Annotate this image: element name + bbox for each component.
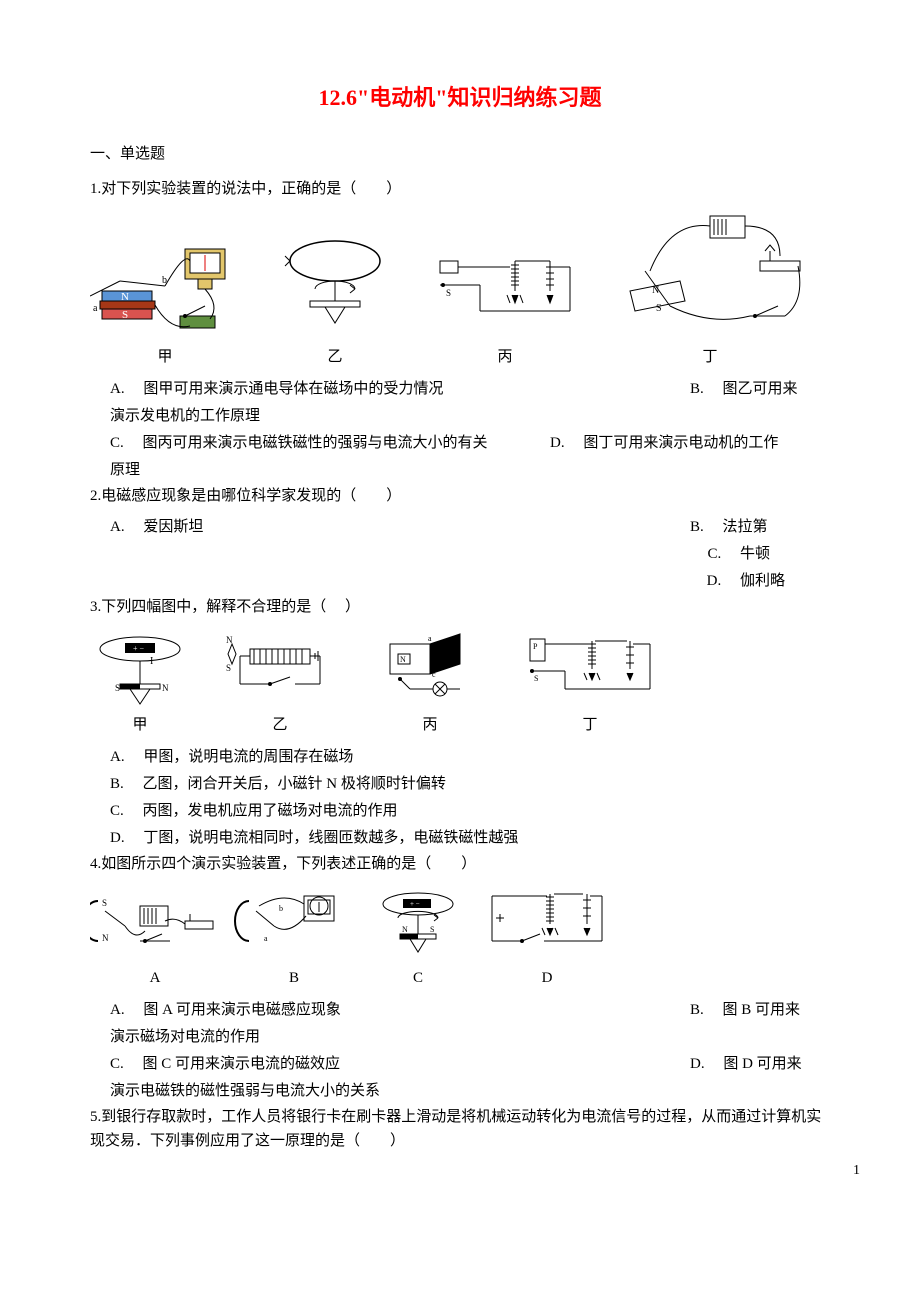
q1-opt-b2: 演示发电机的工作原理 [110,403,830,430]
q3-opt-c: C. 丙图，发电机应用了磁场对电流的作用 [110,798,830,825]
q4-opt-d2: 演示电磁铁的磁性强弱与电流大小的关系 [110,1078,830,1105]
q1-opt-a: A. 图甲可用来演示通电导体在磁场中的受力情况 [110,376,443,403]
q4-stem: 4.如图所示四个演示实验装置，下列表述正确的是（ ） [90,852,830,876]
q3-fig-a: + − I S N 甲 [90,629,190,734]
q4-fig-c-label: C [413,970,423,987]
q1-options: A. 图甲可用来演示通电导体在磁场中的受力情况 B. 图乙可用来 演示发电机的工… [90,376,830,484]
q1-fig-d: N S 丁 [610,211,810,366]
svg-text:S: S [446,288,451,298]
q4-fig-b-label: B [289,970,299,987]
section-heading: 一、单选题 [90,142,830,163]
q3-figures: + − I S N 甲 N S [90,629,830,734]
svg-text:S: S [656,303,662,314]
page-title: 12.6"电动机"知识归纳练习题 [90,80,830,112]
q3-opt-a: A. 甲图，说明电流的周围存在磁场 [110,744,830,771]
q4-opt-b2: 演示磁场对电流的作用 [110,1024,830,1051]
q4-fig-d: D [482,886,612,987]
svg-text:N: N [102,933,109,943]
q4-fig-a: S N A [90,886,220,987]
q4-opt-a: A. 图 A 可用来演示电磁感应现象 [110,997,341,1024]
svg-text:a: a [428,634,432,643]
q2-opt-d: D. 伽利略 [110,568,830,595]
svg-text:b: b [279,904,283,913]
q2-options: A. 爱因斯坦 B. 法拉第 C. 牛顿 D. 伽利略 [90,514,830,595]
q1-opt-d: D. 图丁可用来演示电动机的工作 [550,430,830,457]
q3-fig-b-label: 乙 [272,713,287,734]
q3-fig-c-label: 丙 [422,713,437,734]
q1-fig-d-label: 丁 [702,345,717,366]
q4-opt-c: C. 图 C 可用来演示电流的磁效应 [110,1051,340,1078]
q2-stem: 2.电磁感应现象是由哪位科学家发现的（ ） [90,484,830,508]
svg-text:S: S [226,663,231,673]
q2-opt-b: B. 法拉第 [690,514,830,541]
svg-text:N: N [121,291,129,303]
svg-text:S: S [534,674,538,683]
svg-text:S: S [102,898,107,908]
q4-options: A. 图 A 可用来演示电磁感应现象 B. 图 B 可用来 演示磁场对电流的作用… [90,997,830,1105]
q3-stem: 3.下列四幅图中，解释不合理的是（ ） [90,595,830,619]
q3-fig-c: N a c 丙 [370,629,490,734]
q1-fig-c-label: 丙 [497,345,512,366]
q3-fig-b: N S 乙 [220,629,340,734]
q4-fig-d-label: D [542,970,553,987]
q1-fig-c: S 丙 [430,241,580,366]
q3-opt-d: D. 丁图，说明电流相同时，线圈匝数越多，电磁铁磁性越强 [110,825,830,852]
page: 12.6"电动机"知识归纳练习题 一、单选题 1.对下列实验装置的说法中，正确的… [0,0,920,1199]
q1-fig-a-label: 甲 [157,345,172,366]
q3-fig-a-label: 甲 [132,713,147,734]
q4-opt-d: D. 图 D 可用来 [690,1051,830,1078]
q2-opt-c: C. 牛顿 [110,541,830,568]
svg-text:S: S [122,309,128,321]
q4-fig-b: a b B [234,886,354,987]
q1-opt-b: B. 图乙可用来 [690,376,830,403]
svg-text:I: I [150,656,153,667]
svg-text:c: c [432,670,436,679]
svg-text:a: a [93,303,98,314]
q1-opt-d2: 原理 [110,457,830,484]
svg-text:+ −: + − [133,644,145,653]
svg-text:N: N [400,655,406,664]
q2-opt-a: A. 爱因斯坦 [110,514,203,541]
q3-fig-d: P S [520,629,660,734]
q4-figures: S N A a b [90,886,830,987]
svg-text:a: a [264,934,268,943]
q1-fig-b: 乙 [270,231,400,366]
q1-stem: 1.对下列实验装置的说法中，正确的是（ ） [90,177,830,201]
q4-fig-a-label: A [150,970,161,987]
q1-fig-b-label: 乙 [327,345,342,366]
q4-fig-c: + − N S C [368,886,468,987]
q5-stem: 5.到银行存取款时，工作人员将银行卡在刷卡器上滑动是将机械运动转化为电流信号的过… [90,1105,830,1153]
page-number: 1 [853,1163,860,1179]
q1-fig-a: N S a b 甲 [90,231,240,366]
svg-text:S: S [430,925,434,934]
q3-fig-d-label: 丁 [582,713,597,734]
svg-text:N: N [226,635,233,645]
q3-options: A. 甲图，说明电流的周围存在磁场 B. 乙图，闭合开关后，小磁针 N 极将顺时… [90,744,830,852]
svg-text:N: N [162,683,169,693]
q4-opt-b: B. 图 B 可用来 [690,997,830,1024]
q1-figures: N S a b 甲 [90,211,830,366]
svg-text:+ −: + − [410,900,420,908]
svg-text:N: N [402,925,408,934]
q3-opt-b: B. 乙图，闭合开关后，小磁针 N 极将顺时针偏转 [110,771,830,798]
svg-text:P: P [533,642,538,651]
q1-opt-c: C. 图丙可用来演示电磁铁磁性的强弱与电流大小的有关 [110,430,488,457]
svg-text:S: S [115,683,120,693]
